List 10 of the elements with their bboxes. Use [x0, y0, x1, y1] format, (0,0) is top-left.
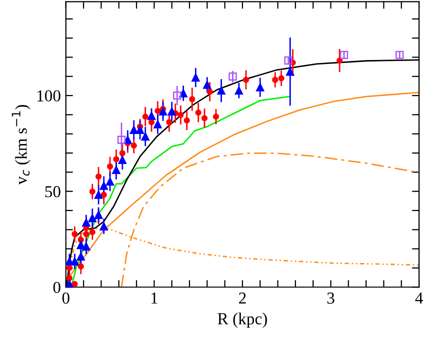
- x-tick-label: 1: [151, 292, 158, 304]
- x-tick-label: 4: [415, 292, 423, 304]
- y-axis-title: v$_{c}$ (km s$^{−1}$): [12, 104, 30, 185]
- y-tick-label: 50: [45, 186, 60, 198]
- x-axis-title: R (kpc): [218, 312, 267, 328]
- x-tick-label: 2: [239, 292, 246, 304]
- y-tick-label: 0: [53, 282, 60, 294]
- x-tick-label: 3: [327, 292, 334, 304]
- y-tick-label: 100: [37, 90, 60, 102]
- x-tick-label: 0: [62, 292, 70, 304]
